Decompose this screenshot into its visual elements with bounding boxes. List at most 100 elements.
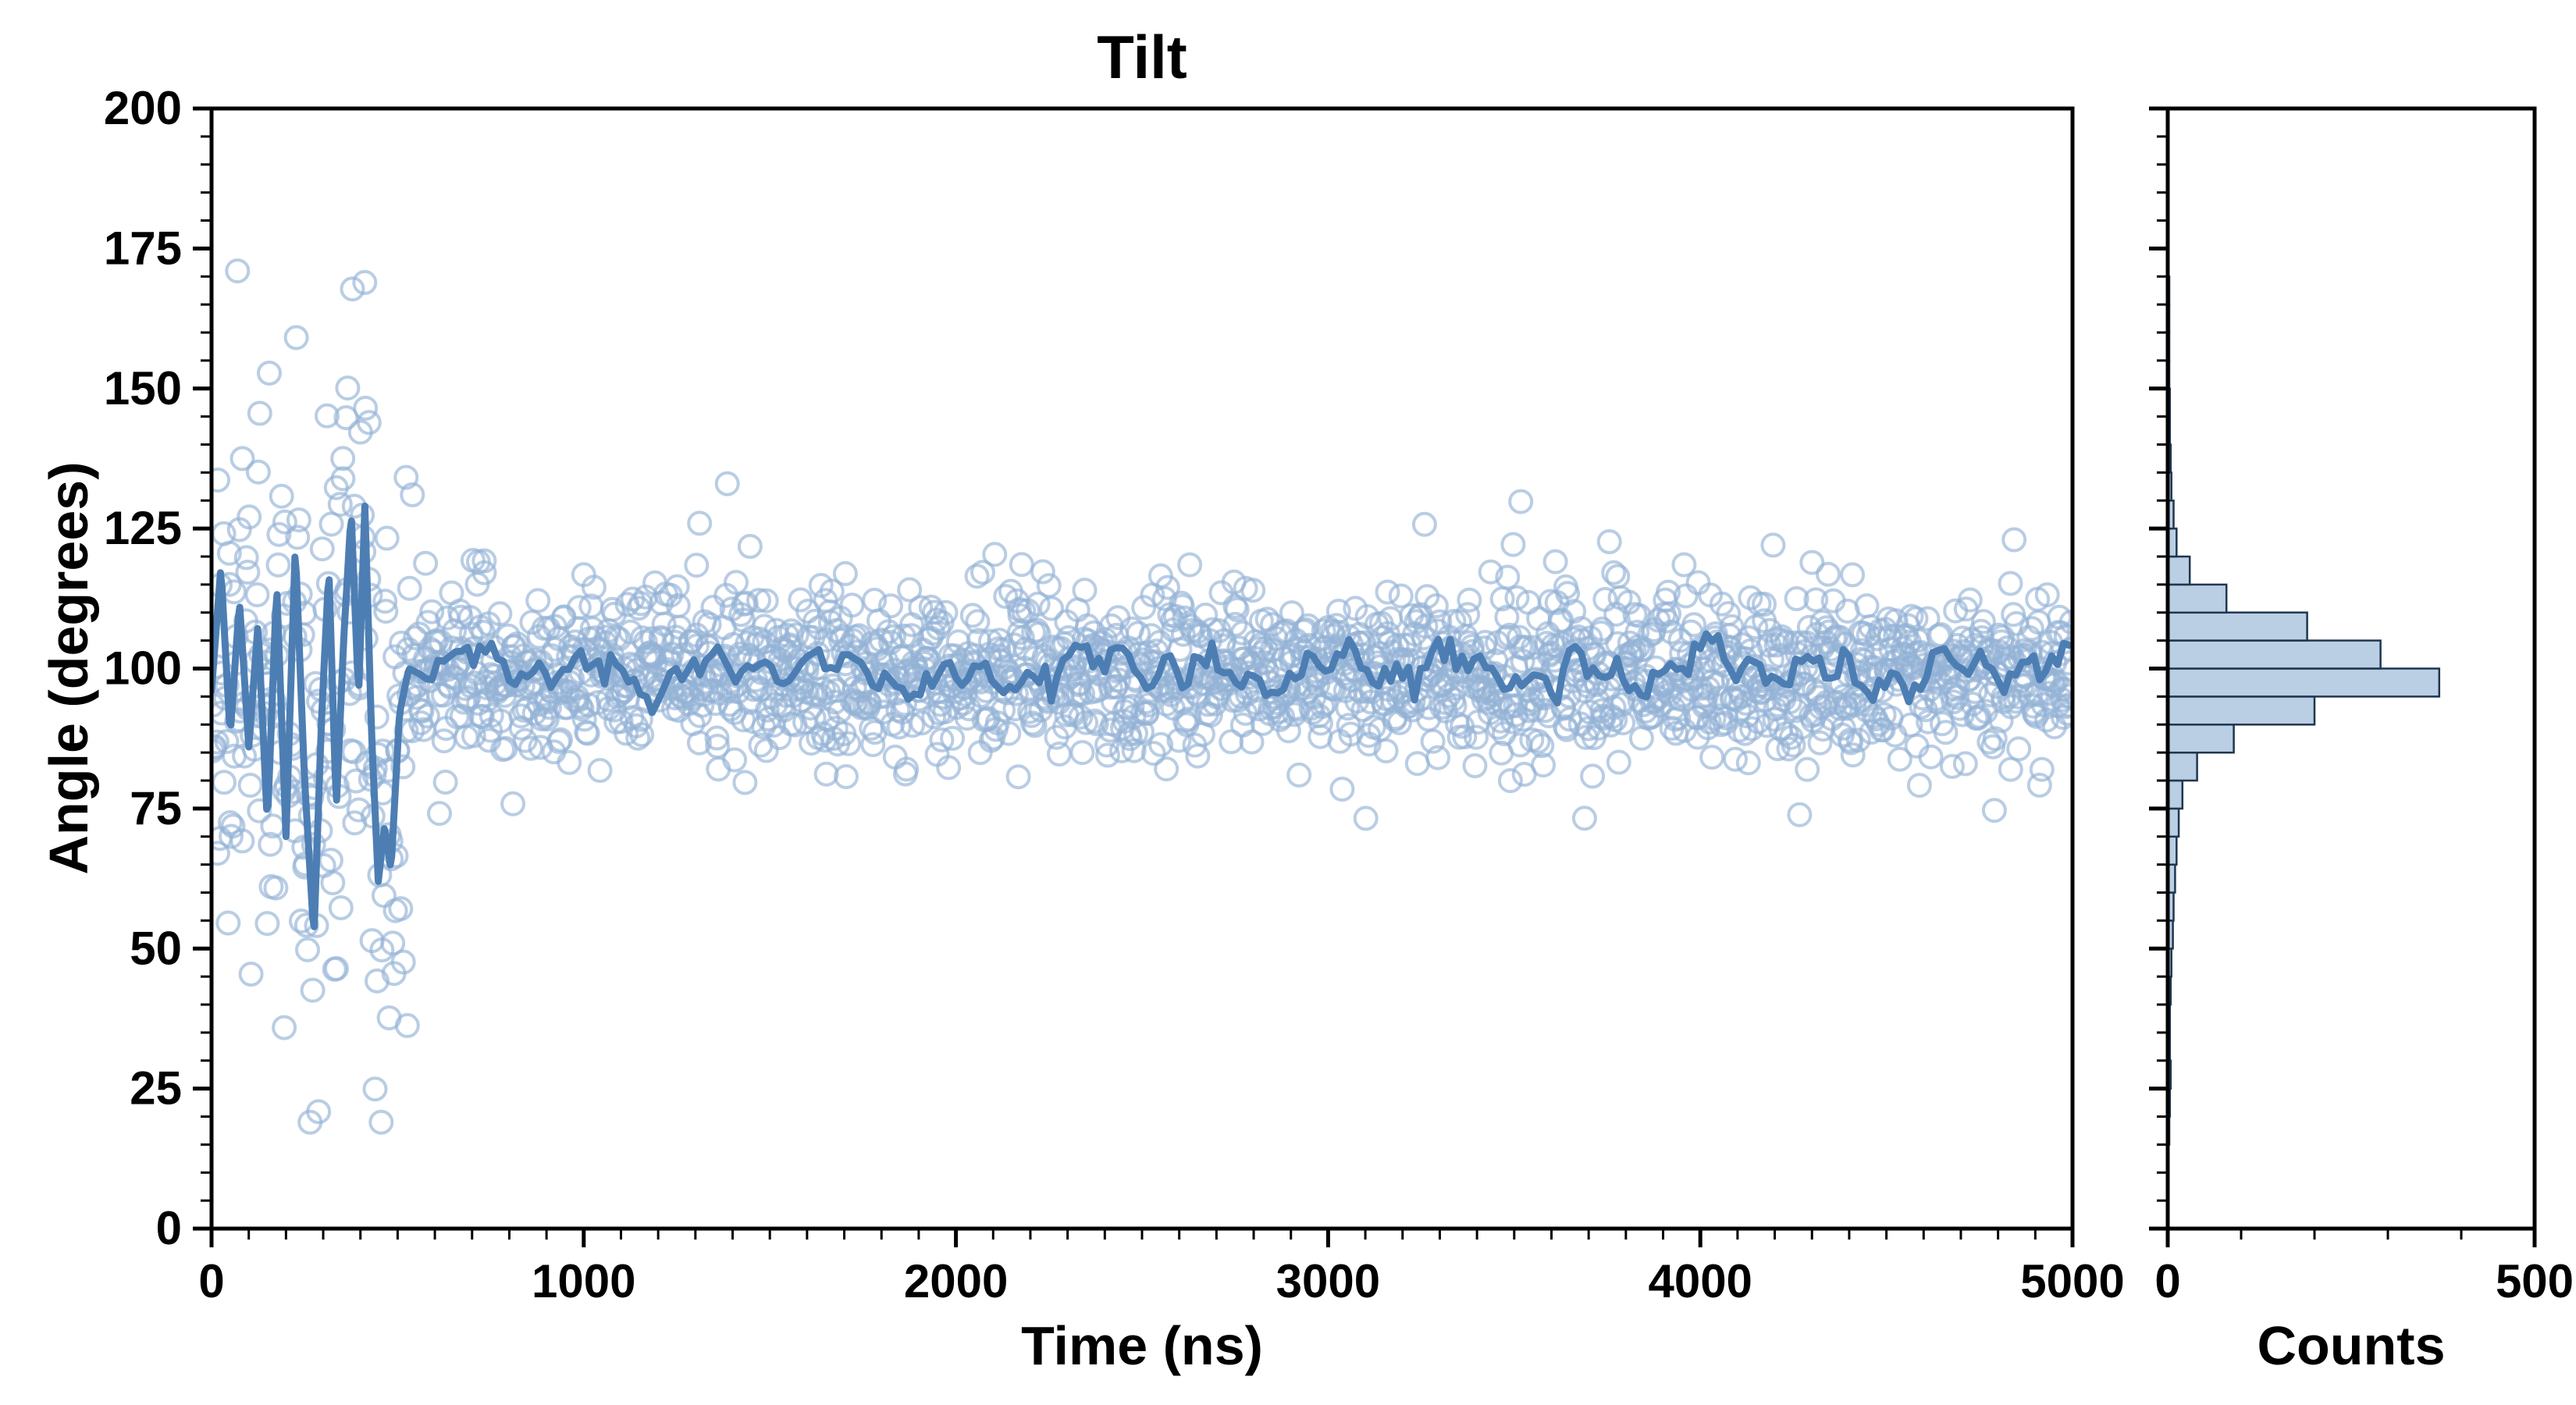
- scatter-point: [1325, 599, 1351, 624]
- scatter-point: [629, 722, 655, 748]
- scatter-point: [737, 534, 763, 559]
- scatter-point: [1906, 773, 1932, 799]
- scatter-point: [1656, 601, 1682, 627]
- scatter-point: [247, 400, 272, 426]
- scatter-point: [257, 361, 282, 386]
- scatter-point: [878, 593, 903, 619]
- scatter-point: [394, 1012, 420, 1038]
- scatter-point: [2001, 527, 2027, 553]
- scatter-point: [1388, 583, 1414, 609]
- scatter-point: [1723, 746, 1748, 772]
- scatter-point: [1009, 552, 1034, 578]
- scatter-point: [970, 560, 995, 585]
- scatter-point: [959, 603, 985, 628]
- scatter-point: [2056, 692, 2073, 718]
- scatter-point: [1155, 574, 1180, 600]
- scatter-point: [921, 704, 947, 730]
- histogram-bar: [2168, 583, 2228, 614]
- scatter-point: [1240, 578, 1266, 603]
- scatter-point: [525, 588, 551, 614]
- scatter-point: [372, 589, 398, 614]
- scatter-point: [300, 977, 326, 1003]
- scatter-point: [587, 758, 613, 783]
- scatter-point: [839, 592, 865, 618]
- scatter-point: [1681, 612, 1707, 638]
- scatter-point: [1500, 532, 1526, 557]
- scatter-point: [894, 756, 920, 782]
- scatter-point: [1036, 573, 1062, 599]
- scatter-point: [1167, 637, 1193, 662]
- scatter-point: [1999, 645, 2025, 670]
- scatter-point: [1095, 742, 1120, 768]
- scatter-point: [1177, 552, 1203, 578]
- scatter-point: [1026, 621, 1051, 647]
- scatter-point: [1887, 746, 1912, 772]
- scatter-point: [1002, 696, 1028, 722]
- scatter-point: [684, 633, 710, 659]
- histogram-bar: [2168, 667, 2441, 698]
- scatter-point: [1447, 609, 1472, 635]
- scatter-point: [686, 730, 712, 756]
- histogram-bars: [2168, 276, 2441, 1146]
- scatter-point: [487, 601, 513, 627]
- scatter-point: [212, 468, 231, 493]
- scatter-point: [1998, 571, 2023, 596]
- scatter-point: [1671, 552, 1697, 578]
- scatter-point: [1939, 753, 1965, 779]
- scatter-point: [400, 482, 425, 507]
- scatter-point: [237, 773, 263, 798]
- scatter-point: [1952, 751, 1978, 777]
- scatter-point: [575, 720, 600, 746]
- scatter-point: [1957, 587, 1983, 613]
- scatter-point: [2034, 582, 2060, 607]
- scatter-point: [1787, 802, 1813, 827]
- x-tick-label: 2000: [904, 1255, 1008, 1307]
- scatter-point: [566, 595, 592, 621]
- scatter-point: [1224, 596, 1250, 622]
- histogram-bar: [2168, 779, 2184, 810]
- scatter-point: [1504, 585, 1530, 610]
- scatter-point: [214, 729, 240, 754]
- scatter-point: [1598, 712, 1624, 738]
- y-tick-label: 200: [104, 82, 182, 134]
- scatter-point: [1685, 570, 1711, 596]
- y-tick-label: 125: [104, 502, 182, 554]
- scatter-point: [886, 714, 912, 740]
- scatter-point: [356, 410, 382, 436]
- scatter-point: [1001, 632, 1026, 658]
- scatter-point: [993, 584, 1019, 610]
- scatter-point: [2019, 616, 2044, 642]
- scatter-point: [245, 459, 271, 485]
- scatter-point: [581, 574, 607, 600]
- scatter-point: [1904, 733, 1930, 759]
- scatter-point: [352, 269, 378, 295]
- scatter-point: [225, 258, 251, 284]
- scatter-point: [320, 870, 346, 895]
- scatter-point: [229, 446, 255, 471]
- scatter-point: [1413, 614, 1439, 639]
- scatter-point: [1816, 561, 1841, 587]
- x-tick-label: 3000: [1276, 1255, 1380, 1307]
- scatter-point: [419, 599, 445, 624]
- scatter-point: [285, 525, 311, 550]
- scatter-point: [471, 548, 497, 574]
- scatter-point: [548, 727, 573, 752]
- scatter-point: [1571, 806, 1597, 831]
- scatter-point: [1005, 764, 1031, 790]
- scatter-point: [1030, 559, 1055, 585]
- scatter-point: [1776, 736, 1802, 762]
- scatter-point: [687, 510, 713, 536]
- histogram-bar: [2168, 695, 2316, 726]
- scatter-point: [383, 843, 409, 869]
- y-tick-label: 75: [130, 782, 182, 834]
- scatter-point: [390, 754, 416, 780]
- scatter-point: [217, 810, 243, 835]
- scatter-point: [215, 910, 241, 936]
- scatter-point: [1525, 728, 1551, 754]
- scatter-point: [212, 729, 229, 755]
- scatter-point: [299, 784, 325, 810]
- y-tick-label: 50: [130, 922, 182, 974]
- scatter-point: [309, 536, 335, 562]
- scatter-point: [1982, 726, 2008, 752]
- scatter-point: [471, 560, 497, 585]
